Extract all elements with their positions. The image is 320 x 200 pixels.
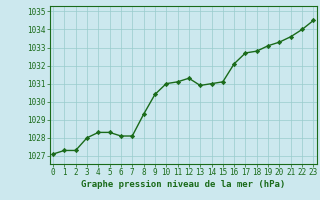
X-axis label: Graphe pression niveau de la mer (hPa): Graphe pression niveau de la mer (hPa) xyxy=(81,180,285,189)
